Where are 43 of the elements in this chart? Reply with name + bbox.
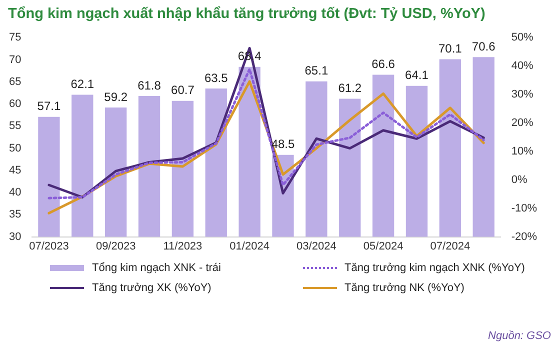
x-tick-label: 01/2024 [230,240,270,252]
y-tick-label: 60 [8,98,22,110]
data-label: 59.2 [104,90,128,104]
text: Nguồn: GSO [488,330,551,342]
data-label: 62.1 [70,77,94,92]
y2-tick-label: 40% [511,60,534,72]
data-label: 70.6 [472,39,496,54]
data-label: 64.1 [405,68,429,82]
data-label: 65.1 [304,64,328,78]
data-label: 61.2 [338,81,362,95]
y2-tick-label: 10% [511,145,534,158]
y-tick-label: 70 [8,54,22,66]
x-tick-label: 07/2024 [430,240,470,252]
x-tick-label: 11/2023 [163,240,202,252]
data-label: 70.1 [438,42,462,56]
y2-tick-label: -20% [511,230,538,243]
data-label: 60.7 [171,83,195,98]
legend-label: Tăng trưởng kim ngạch XNK (%YoY) [344,262,525,274]
y2-tick-label: -10% [511,202,538,214]
chart-title: Tổng kim ngạch xuất nhập khẩu tăng trưởng tốt (Đvt: Tỷ USD, %YoY) [7,5,486,24]
x-tick-label: 09/2023 [96,240,136,252]
y-tick-label: 30 [8,230,22,243]
y-tick-label: 65 [8,76,22,88]
x-tick-label: 07/2023 [29,240,69,252]
data-label: 57.1 [37,99,61,114]
y2-tick-label: 30% [511,88,534,101]
y-tick-label: 45 [8,164,22,176]
y2-tick-label: 50% [511,32,534,44]
legend-label: Tăng trưởng NK (%YoY) [344,282,464,294]
y-tick-label: 40 [8,186,22,199]
y-tick-label: 75 [8,32,22,44]
y2-tick-label: 0% [511,174,528,186]
data-label: 66.6 [372,57,396,72]
legend-label: Tổng kim ngạch XNK - trái [92,262,221,274]
data-label: 61.8 [138,78,162,92]
data-label: 63.5 [204,70,228,85]
legend-label: Tăng trưởng XK (%YoY) [92,282,212,294]
y-tick-label: 55 [8,120,22,132]
y2-tick-label: 20% [511,117,534,130]
x-tick-label: 05/2024 [363,240,404,252]
y-tick-label: 50 [8,142,22,154]
y-tick-label: 35 [8,208,22,221]
x-tick-label: 03/2024 [296,240,336,252]
